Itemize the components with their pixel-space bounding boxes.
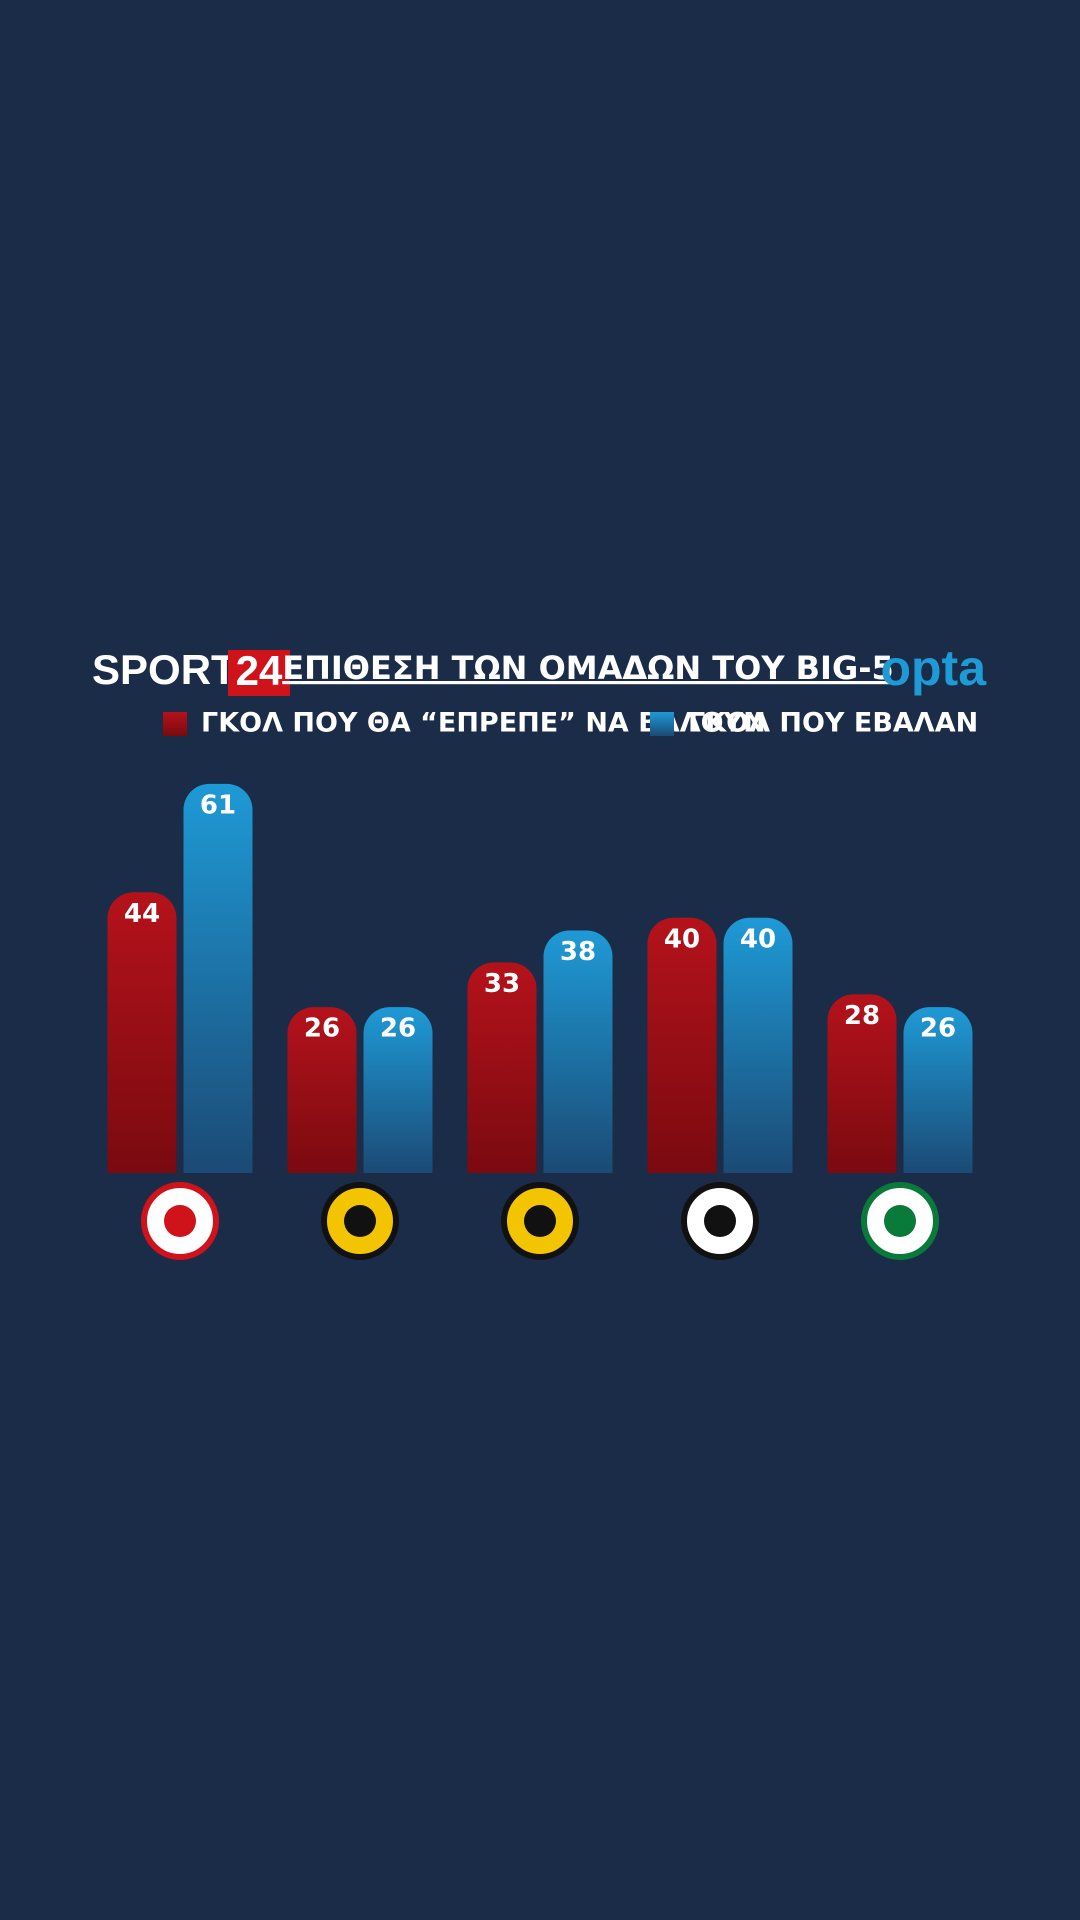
brand-number: 24 xyxy=(236,647,283,694)
value-label: 33 xyxy=(484,969,520,999)
bar xyxy=(827,994,897,1173)
bar xyxy=(107,892,177,1173)
bar xyxy=(467,962,537,1173)
legend-label: ΓΚΟΛ ΠΟΥ ΘΑ “ΕΠΡΕΠΕ” ΝΑ ΒΑΛΟΥΝ xyxy=(201,708,766,739)
bar xyxy=(363,1007,433,1173)
team-crest-emblem xyxy=(704,1205,736,1237)
bar xyxy=(723,917,793,1173)
brand-box xyxy=(228,650,290,696)
bar xyxy=(287,1007,357,1173)
legend-swatch xyxy=(650,712,674,736)
value-label: 28 xyxy=(844,1001,880,1031)
value-label: 40 xyxy=(664,924,700,954)
source-logo: opta xyxy=(880,640,987,696)
value-label: 26 xyxy=(920,1014,956,1044)
team-crest-emblem xyxy=(164,1205,196,1237)
bar xyxy=(647,917,717,1173)
team-crest-emblem xyxy=(884,1205,916,1237)
value-label: 26 xyxy=(304,1014,340,1044)
value-label: 40 xyxy=(740,924,776,954)
legend-label: ΓΚΟΛ ΠΟΥ ΕΒΑΛΑΝ xyxy=(688,708,978,739)
bar xyxy=(543,930,613,1173)
legend-swatch xyxy=(163,712,187,736)
value-label: 26 xyxy=(380,1014,416,1044)
value-label: 38 xyxy=(560,937,596,967)
bar xyxy=(183,783,253,1173)
value-label: 61 xyxy=(200,790,236,820)
value-label: 44 xyxy=(124,899,160,929)
bar xyxy=(903,1007,973,1173)
team-crest-emblem xyxy=(344,1205,376,1237)
team-crest-emblem xyxy=(524,1205,556,1237)
brand-name: SPORT xyxy=(92,646,237,693)
chart-title: ΕΠΙΘΕΣΗ ΤΩΝ ΟΜΑΔΩΝ ΤΟΥ BIG-5 xyxy=(282,649,894,687)
